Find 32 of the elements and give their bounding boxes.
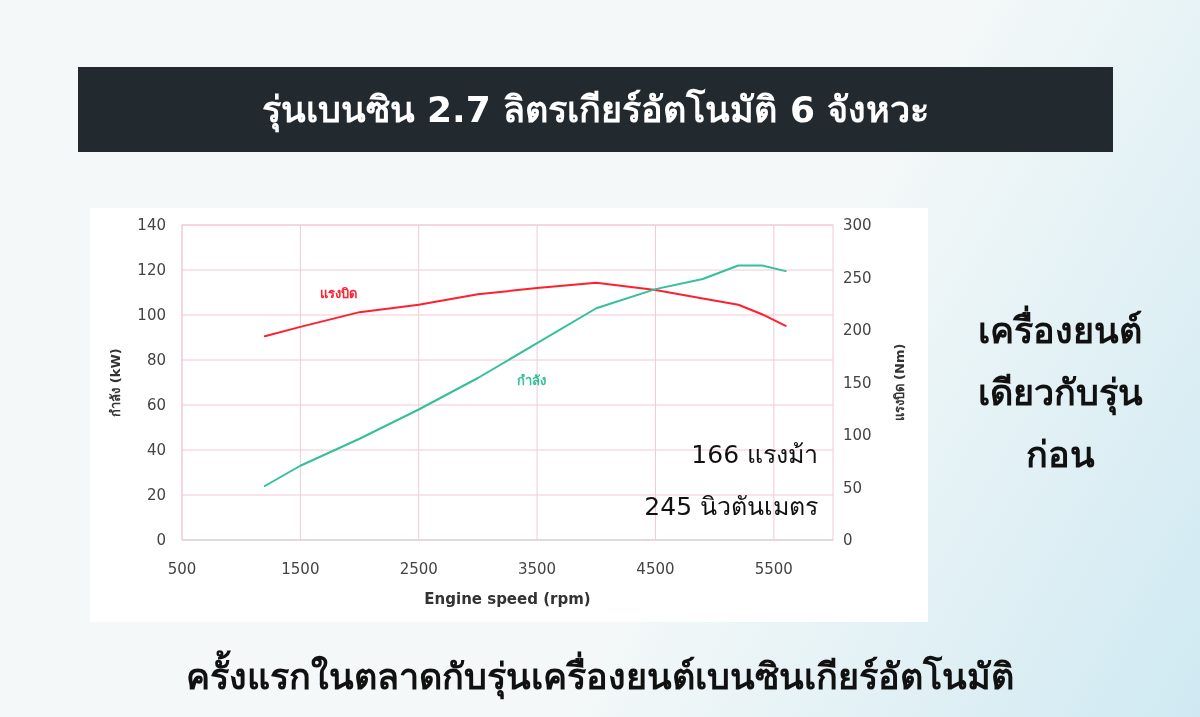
x-tick-label: 3500 [518, 560, 557, 578]
y-tick-label: 80 [146, 351, 166, 369]
x-tick-label: 4500 [636, 560, 675, 578]
annotation: 245 นิวตันเมตร [644, 492, 818, 521]
series-label: กำลัง [517, 373, 547, 389]
y-tick-label: 20 [146, 486, 166, 504]
y-tick-label: 40 [146, 441, 166, 459]
y-tick-label: 60 [146, 396, 166, 414]
x-tick-label: 500 [167, 560, 197, 578]
y2-tick-label: 200 [843, 321, 872, 339]
y-tick-label: 120 [137, 261, 166, 279]
series-label: แรงบิด [319, 286, 357, 302]
y2-tick-label: 50 [843, 478, 863, 497]
y2-tick-label: 150 [843, 373, 872, 392]
chart-title: รุ่นเบนซิน 2.7 ลิตรเกียร์อัตโนมัติ 6 จังหวะ [78, 67, 1113, 152]
annotation: 166 แรงม้า [691, 440, 818, 469]
y-tick-label: 140 [137, 216, 166, 234]
x-tick-label: 1500 [281, 560, 320, 578]
x-tick-label: 2500 [399, 560, 438, 578]
y-tick-label: 100 [137, 306, 166, 324]
x-tick-label: 5500 [754, 560, 793, 578]
y-tick-label: 0 [156, 531, 166, 549]
y2-axis-title: แรงบิด (Nm) [892, 343, 907, 422]
line-series [263, 281, 787, 338]
y2-tick-label: 250 [843, 268, 872, 287]
x-axis-title: Engine speed (rpm) [424, 590, 591, 608]
y2-tick-label: 300 [843, 216, 872, 234]
text: เครื่องยนต์เดียวกับรุ่นก่อน [976, 304, 1144, 477]
text: ครั้งแรกในตลาดกับรุ่นเครื่องยนต์เบนซินเกียร์อัตโนมัติ [185, 649, 1015, 702]
y2-tick-label: 100 [843, 426, 872, 444]
y2-tick-label: 0 [843, 531, 853, 549]
y-axis-title: กำลัง (kW) [108, 348, 123, 417]
